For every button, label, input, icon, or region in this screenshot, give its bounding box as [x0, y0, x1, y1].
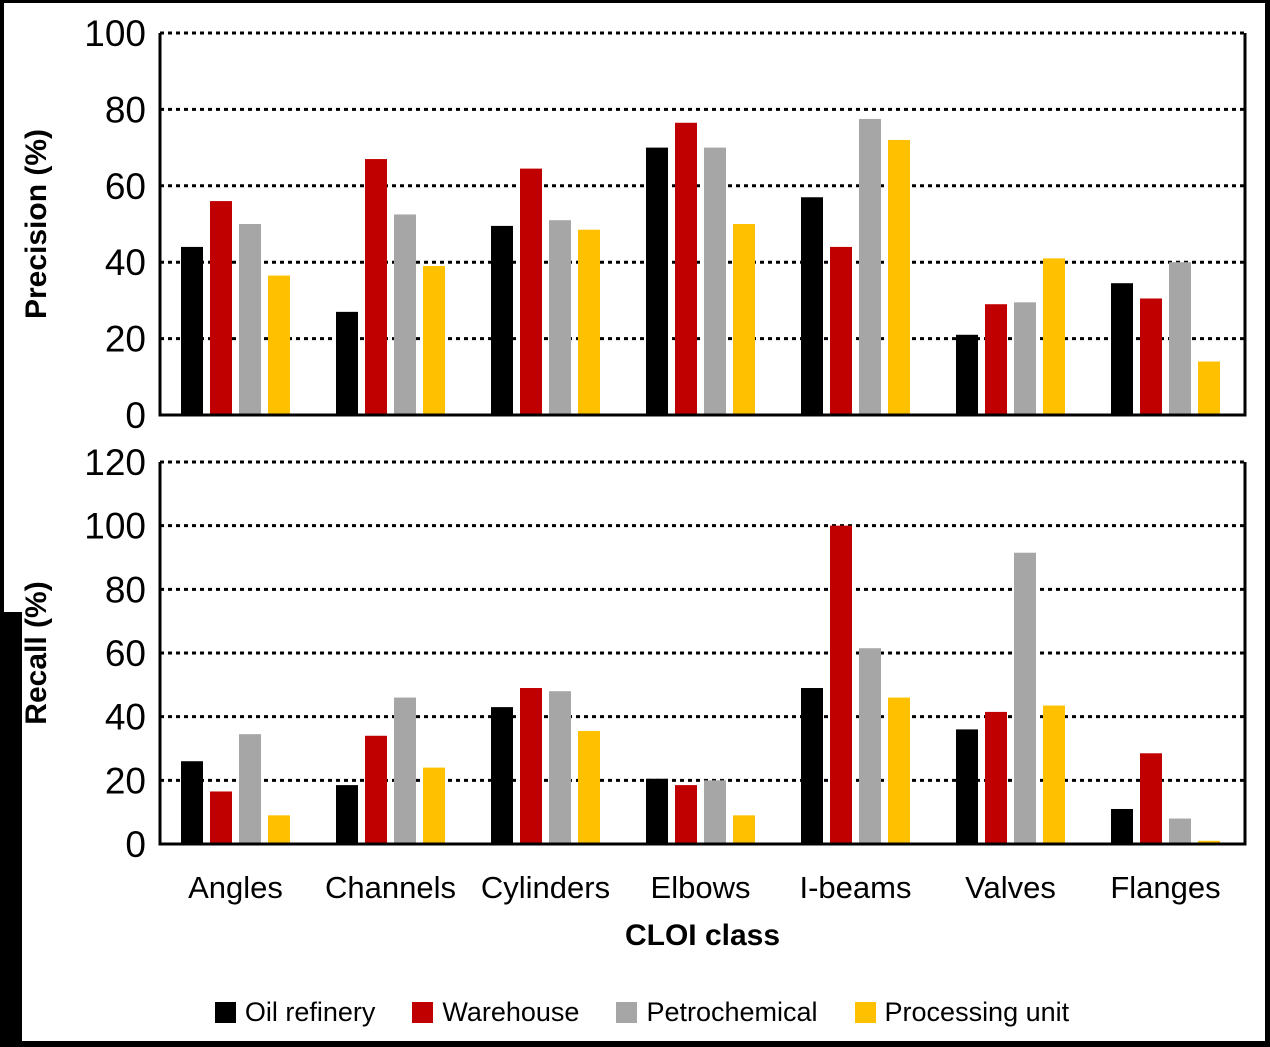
bar-petrochemical-angles — [239, 734, 261, 844]
bar-petrochemical-valves — [1014, 302, 1036, 415]
y-tick-label-40: 40 — [105, 697, 146, 738]
bar-processing-unit-flanges — [1198, 361, 1220, 415]
y-tick-label-20: 20 — [105, 760, 146, 801]
bar-processing-unit-elbows — [733, 815, 755, 844]
legend-label: Oil refinery — [244, 996, 376, 1027]
bar-petrochemical-i-beams — [859, 118, 881, 415]
legend-label: Warehouse — [442, 996, 580, 1027]
legend-item-processing-unit: Processing unit — [854, 996, 1070, 1027]
bar-processing-unit-channels — [423, 767, 445, 844]
figure-canvas — [4, 3, 1265, 1041]
bar-warehouse-flanges — [1140, 298, 1162, 415]
bar-processing-unit-flanges — [1198, 840, 1220, 844]
bar-processing-unit-valves — [1043, 705, 1065, 844]
bar-warehouse-angles — [210, 791, 232, 844]
recall-chart: 0 20 40 60 80 100 120 Angles Channels Cylinders El… — [20, 445, 1247, 952]
bar-oil-refinery-angles — [181, 761, 203, 844]
y-tick-label-100: 100 — [84, 506, 146, 547]
bar-warehouse-elbows — [675, 785, 697, 844]
chart-legend: Oil refinery Warehouse Petrochemical Proces… — [22, 995, 1262, 1029]
bar-oil-refinery-i-beams — [801, 688, 823, 844]
x-category-label-channels: Channels — [325, 870, 456, 905]
legend-swatch-warehouse — [412, 1001, 434, 1023]
bar-petrochemical-angles — [239, 224, 261, 415]
x-category-label-flanges: Flanges — [1110, 870, 1220, 905]
y-axis-title: Precision (%) — [20, 129, 53, 319]
legend-item-petrochemical: Petrochemical — [616, 996, 818, 1027]
bar-oil-refinery-elbows — [646, 778, 668, 844]
x-category-label-elbows: Elbows — [651, 870, 751, 905]
bar-warehouse-i-beams — [830, 246, 852, 415]
bar-processing-unit-angles — [268, 815, 290, 844]
x-category-label-i-beams: I-beams — [800, 870, 912, 905]
bar-oil-refinery-cylinders — [491, 225, 513, 415]
bar-processing-unit-i-beams — [888, 139, 910, 415]
left-edge-black-bar — [0, 612, 22, 1047]
bar-processing-unit-cylinders — [578, 229, 600, 415]
y-tick-label-0: 0 — [125, 824, 146, 865]
legend-label: Processing unit — [884, 996, 1070, 1027]
x-category-label-valves: Valves — [965, 870, 1056, 905]
bar-petrochemical-i-beams — [859, 648, 881, 844]
bar-petrochemical-channels — [394, 697, 416, 844]
y-tick-label-60: 60 — [105, 633, 146, 674]
legend-swatch-processing-unit — [854, 1001, 876, 1023]
legend-swatch-petrochemical — [616, 1001, 638, 1023]
bar-petrochemical-flanges — [1169, 818, 1191, 844]
legend-label: Petrochemical — [646, 996, 818, 1027]
bar-processing-unit-channels — [423, 266, 445, 415]
y-axis-title: Recall (%) — [20, 581, 53, 724]
x-axis-title: CLOI class — [625, 919, 780, 952]
y-tick-label-120: 120 — [84, 445, 146, 483]
bar-oil-refinery-channels — [336, 311, 358, 415]
bar-warehouse-i-beams — [830, 525, 852, 844]
bar-oil-refinery-channels — [336, 785, 358, 844]
bar-warehouse-cylinders — [520, 168, 542, 415]
bar-warehouse-cylinders — [520, 688, 542, 844]
bar-warehouse-angles — [210, 201, 232, 415]
bar-petrochemical-channels — [394, 214, 416, 415]
y-tick-label-40: 40 — [105, 242, 146, 283]
bar-warehouse-channels — [365, 159, 387, 415]
bar-petrochemical-elbows — [704, 780, 726, 844]
bar-petrochemical-cylinders — [549, 691, 571, 844]
bar-processing-unit-elbows — [733, 224, 755, 415]
legend-item-oil-refinery: Oil refinery — [214, 996, 376, 1027]
bar-oil-refinery-elbows — [646, 147, 668, 415]
bar-processing-unit-i-beams — [888, 697, 910, 844]
bar-warehouse-valves — [985, 711, 1007, 844]
y-tick-label-80: 80 — [105, 89, 146, 130]
bar-oil-refinery-flanges — [1111, 808, 1133, 844]
y-tick-label-0: 0 — [125, 395, 146, 436]
bar-oil-refinery-angles — [181, 246, 203, 415]
bar-petrochemical-cylinders — [549, 220, 571, 415]
bar-processing-unit-angles — [268, 275, 290, 415]
bar-warehouse-flanges — [1140, 753, 1162, 844]
bar-oil-refinery-i-beams — [801, 197, 823, 415]
bar-warehouse-elbows — [675, 122, 697, 416]
bar-oil-refinery-valves — [956, 334, 978, 415]
y-tick-label-100: 100 — [84, 13, 146, 54]
bar-processing-unit-cylinders — [578, 730, 600, 844]
bar-petrochemical-flanges — [1169, 262, 1191, 415]
legend-swatch-oil-refinery — [214, 1001, 236, 1023]
precision-chart: 0 20 40 60 80 100 Precision (%) — [20, 13, 1247, 436]
bar-oil-refinery-flanges — [1111, 283, 1133, 415]
legend-item-warehouse: Warehouse — [412, 996, 580, 1027]
x-category-label-cylinders: Cylinders — [481, 870, 610, 905]
y-tick-label-60: 60 — [105, 166, 146, 207]
y-tick-label-80: 80 — [105, 569, 146, 610]
bar-petrochemical-valves — [1014, 552, 1036, 844]
y-tick-label-20: 20 — [105, 319, 146, 360]
bar-petrochemical-elbows — [704, 147, 726, 415]
bar-warehouse-valves — [985, 304, 1007, 415]
bar-oil-refinery-valves — [956, 729, 978, 844]
bar-processing-unit-valves — [1043, 258, 1065, 415]
bar-oil-refinery-cylinders — [491, 707, 513, 844]
x-category-label-angles: Angles — [188, 870, 283, 905]
bar-warehouse-channels — [365, 735, 387, 844]
